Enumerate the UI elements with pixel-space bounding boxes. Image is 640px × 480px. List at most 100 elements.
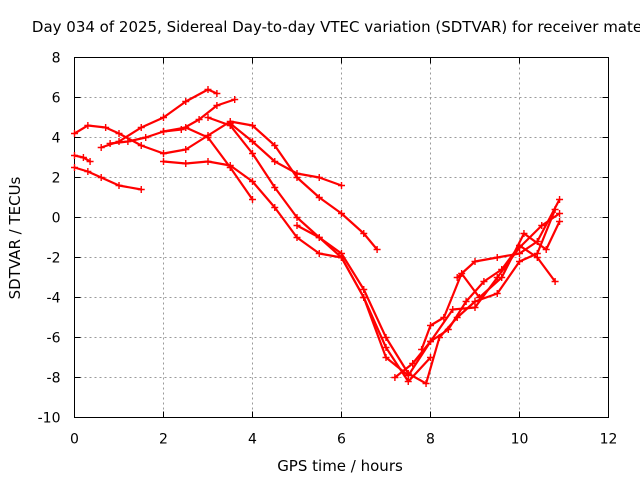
series-line	[295, 208, 557, 385]
data-point	[182, 124, 190, 131]
data-point	[97, 144, 105, 151]
data-point	[137, 124, 145, 131]
data-point	[160, 114, 167, 121]
data-point	[404, 370, 412, 377]
data-series	[71, 86, 564, 387]
data-point	[71, 152, 78, 159]
data-point	[71, 130, 78, 137]
data-point	[293, 214, 301, 221]
chart-title: Day 034 of 2025, Sidereal Day-to-day VTE…	[32, 18, 640, 36]
series-track-1	[71, 118, 381, 253]
y-tick-label: -10	[38, 411, 61, 427]
y-tick-label: 2	[52, 171, 61, 187]
grid	[74, 57, 609, 418]
y-axis-label: SDTVAR / TECUs	[6, 176, 24, 299]
data-point	[142, 134, 150, 141]
data-point	[71, 164, 78, 171]
data-point	[360, 230, 368, 237]
series-track-2	[71, 152, 94, 165]
data-point	[404, 378, 412, 385]
data-point	[137, 142, 145, 149]
data-point	[471, 258, 479, 265]
data-point	[84, 122, 92, 129]
data-point	[516, 250, 523, 257]
data-point	[493, 254, 501, 261]
data-point	[409, 360, 417, 367]
data-point	[204, 158, 212, 165]
data-point	[182, 160, 190, 167]
data-point	[271, 184, 279, 191]
data-point	[213, 102, 221, 109]
data-point	[498, 274, 506, 281]
data-point	[516, 258, 523, 265]
data-point	[204, 134, 212, 141]
data-point	[271, 158, 279, 165]
data-point	[475, 294, 483, 301]
data-point	[427, 322, 434, 329]
x-tick-label: 12	[600, 432, 618, 448]
data-point	[533, 238, 541, 245]
data-point	[391, 374, 399, 381]
series-track-13	[453, 196, 564, 281]
data-point	[360, 294, 368, 301]
data-point	[382, 334, 390, 341]
data-point	[440, 314, 448, 321]
data-point	[338, 210, 345, 217]
y-tick-label: -4	[47, 291, 61, 307]
data-point	[422, 380, 430, 387]
data-point	[551, 278, 559, 285]
data-point	[293, 170, 301, 177]
data-point	[97, 174, 105, 181]
data-point	[84, 168, 92, 175]
data-point	[115, 182, 123, 189]
data-point	[533, 254, 541, 261]
x-tick-label: 8	[426, 432, 435, 448]
data-point	[102, 124, 110, 131]
x-tick-label: 6	[337, 432, 346, 448]
data-point	[160, 150, 167, 157]
data-point	[462, 298, 470, 305]
data-point	[449, 306, 457, 313]
data-point	[498, 266, 506, 273]
data-point	[382, 344, 390, 351]
data-point	[480, 278, 488, 285]
data-point	[315, 194, 323, 201]
series-line	[73, 154, 92, 163]
x-tick-label: 10	[511, 432, 529, 448]
data-point	[226, 120, 234, 127]
data-point	[338, 182, 345, 189]
data-point	[231, 96, 239, 103]
data-point	[315, 174, 323, 181]
data-point	[418, 346, 426, 353]
data-point	[204, 86, 212, 93]
y-tick-label: 8	[52, 51, 61, 67]
data-point	[106, 140, 114, 147]
data-point	[542, 246, 550, 253]
data-point	[293, 222, 301, 229]
data-point	[538, 222, 546, 229]
data-point	[115, 130, 123, 137]
y-tick-label: -6	[47, 331, 61, 347]
data-point	[226, 164, 234, 171]
series-track-3	[71, 164, 145, 193]
data-point	[195, 116, 203, 123]
series-track-7	[160, 124, 256, 203]
data-point	[124, 138, 132, 145]
data-point	[249, 138, 256, 145]
data-point	[293, 234, 301, 241]
series-line	[162, 160, 561, 377]
x-tick-label: 2	[159, 432, 168, 448]
data-point	[556, 196, 564, 203]
x-tick-label: 4	[248, 432, 257, 448]
x-tick-label: 0	[70, 432, 79, 448]
series-track-10	[293, 206, 559, 387]
series-line	[456, 198, 561, 279]
data-point	[373, 246, 381, 253]
y-tick-label: -8	[47, 371, 61, 387]
data-point	[160, 128, 167, 135]
series-line	[229, 122, 343, 187]
data-point	[182, 146, 190, 153]
data-point	[382, 354, 390, 361]
y-tick-label: -2	[47, 251, 61, 267]
